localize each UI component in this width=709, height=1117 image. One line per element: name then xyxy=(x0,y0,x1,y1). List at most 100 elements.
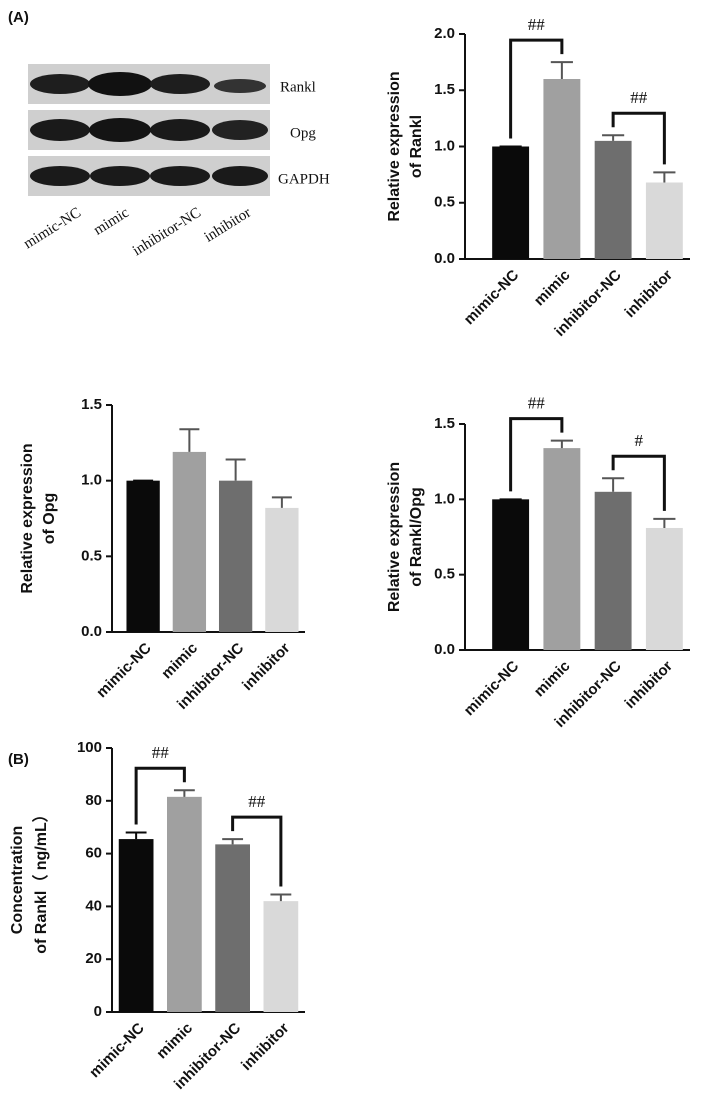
bar xyxy=(118,839,154,1012)
significance-label: # xyxy=(635,431,644,450)
x-tick-label: mimic xyxy=(158,640,201,683)
error-bar xyxy=(173,789,195,797)
significance-label: ## xyxy=(630,88,648,107)
y-tick-label: 80 xyxy=(85,792,102,809)
error-bar xyxy=(125,831,147,840)
blot-band xyxy=(150,74,210,94)
x-tick-label: inhibitor xyxy=(238,1020,293,1075)
blot-band xyxy=(30,74,90,94)
lane-label: mimic-NC xyxy=(21,205,84,253)
blot-band xyxy=(90,166,150,186)
x-tick-label: mimic xyxy=(531,658,574,701)
blot-band xyxy=(150,119,210,141)
significance-label: ## xyxy=(528,393,546,412)
x-tick-label: inhibitor xyxy=(622,658,677,713)
y-tick-label: 2.0 xyxy=(434,25,455,42)
y-tick-label: 20 xyxy=(85,950,102,967)
error-bar xyxy=(550,61,573,79)
significance-bracket xyxy=(509,38,564,139)
lane-label: inhibitor-NC xyxy=(130,205,204,259)
error-bar xyxy=(602,477,625,492)
y-tick-label: 0 xyxy=(94,1003,102,1020)
significance-bracket xyxy=(134,766,186,825)
y-tick-label: 1.5 xyxy=(434,81,455,98)
bar xyxy=(126,480,160,632)
lane-label: mimic xyxy=(91,205,132,239)
error-bar xyxy=(270,893,292,902)
y-tick-label: 0.5 xyxy=(434,566,455,583)
bar xyxy=(265,507,299,632)
y-tick-label: 60 xyxy=(85,845,102,862)
x-tick-label: mimic xyxy=(153,1020,196,1063)
y-tick-label: 1.5 xyxy=(81,396,102,413)
blot-band xyxy=(88,72,152,96)
x-tick-label: inhibitor xyxy=(239,640,294,695)
significance-bracket xyxy=(509,417,564,492)
bar xyxy=(645,182,683,259)
error-bar xyxy=(602,134,625,141)
bar xyxy=(215,844,250,1012)
blot-band xyxy=(212,120,268,140)
y-axis-label: of Opg xyxy=(41,493,58,545)
bar xyxy=(645,527,683,650)
bar-chart: 0.0 0.5 1.0 1.5 2.0 Relative expression of Ran… xyxy=(386,15,690,340)
bar xyxy=(543,79,581,259)
error-bar xyxy=(653,517,676,528)
error-bar xyxy=(225,458,246,481)
blot-band xyxy=(89,118,151,142)
y-axis-label: of Rankl xyxy=(408,115,425,178)
panel-label: (A) xyxy=(8,9,29,26)
bar xyxy=(263,901,299,1012)
y-tick-label: 100 xyxy=(77,739,102,756)
x-tick-label: inhibitor xyxy=(622,267,677,322)
bar xyxy=(594,140,632,259)
significance-bracket xyxy=(611,454,666,511)
y-tick-label: 0.0 xyxy=(81,623,102,640)
band-label: Rankl xyxy=(280,79,316,95)
x-tick-label: mimic-NC xyxy=(461,266,523,328)
error-bar xyxy=(550,439,573,449)
blot-band xyxy=(30,119,90,141)
significance-label: ## xyxy=(528,15,546,34)
bar xyxy=(492,499,530,650)
x-tick-label: mimic xyxy=(531,267,574,310)
bar xyxy=(594,491,632,650)
error-bar xyxy=(222,838,244,845)
y-tick-label: 1.5 xyxy=(434,415,455,432)
blot-band xyxy=(150,166,210,186)
y-axis-label: of Rankl/Opg xyxy=(408,487,425,587)
bar xyxy=(172,451,207,632)
y-tick-label: 0.5 xyxy=(434,194,455,211)
y-axis-label: Relative expression xyxy=(386,462,403,612)
band-label: GAPDH xyxy=(278,171,330,187)
band-label: Opg xyxy=(290,125,316,141)
bar xyxy=(492,146,530,259)
blot-band xyxy=(212,166,268,186)
y-tick-label: 0.0 xyxy=(434,250,455,267)
significance-bracket xyxy=(231,815,283,887)
y-tick-label: 0.5 xyxy=(81,547,102,564)
significance-label: ## xyxy=(152,743,170,762)
y-axis-label: Relative expression xyxy=(19,443,36,593)
bar-chart: 0 20 40 60 80 100 Concentration of Rankl（ ng/mL… xyxy=(9,739,305,1093)
x-tick-label: mimic-NC xyxy=(93,639,155,701)
western-blot: Rankl Opg GAPDH mimic-NC mimic inhibitor… xyxy=(21,64,330,259)
error-bar xyxy=(271,496,292,508)
panel-label: (B) xyxy=(8,751,29,768)
error-bar xyxy=(179,428,200,452)
error-bar xyxy=(653,171,676,183)
blot-band xyxy=(214,79,266,93)
bar xyxy=(218,480,253,632)
y-tick-label: 1.0 xyxy=(434,137,455,154)
y-tick-label: 0.0 xyxy=(434,641,455,658)
lane-label: inhibitor xyxy=(202,205,254,246)
bar xyxy=(543,448,581,650)
significance-label: ## xyxy=(248,792,266,811)
bar-chart: 0.0 0.5 1.0 1.5 Relative expression of Opg mim… xyxy=(19,396,305,713)
bar xyxy=(167,796,202,1012)
significance-bracket xyxy=(611,111,666,165)
bar-chart: 0.0 0.5 1.0 1.5 Relative expression of Rankl/… xyxy=(386,393,690,731)
y-tick-label: 1.0 xyxy=(434,490,455,507)
